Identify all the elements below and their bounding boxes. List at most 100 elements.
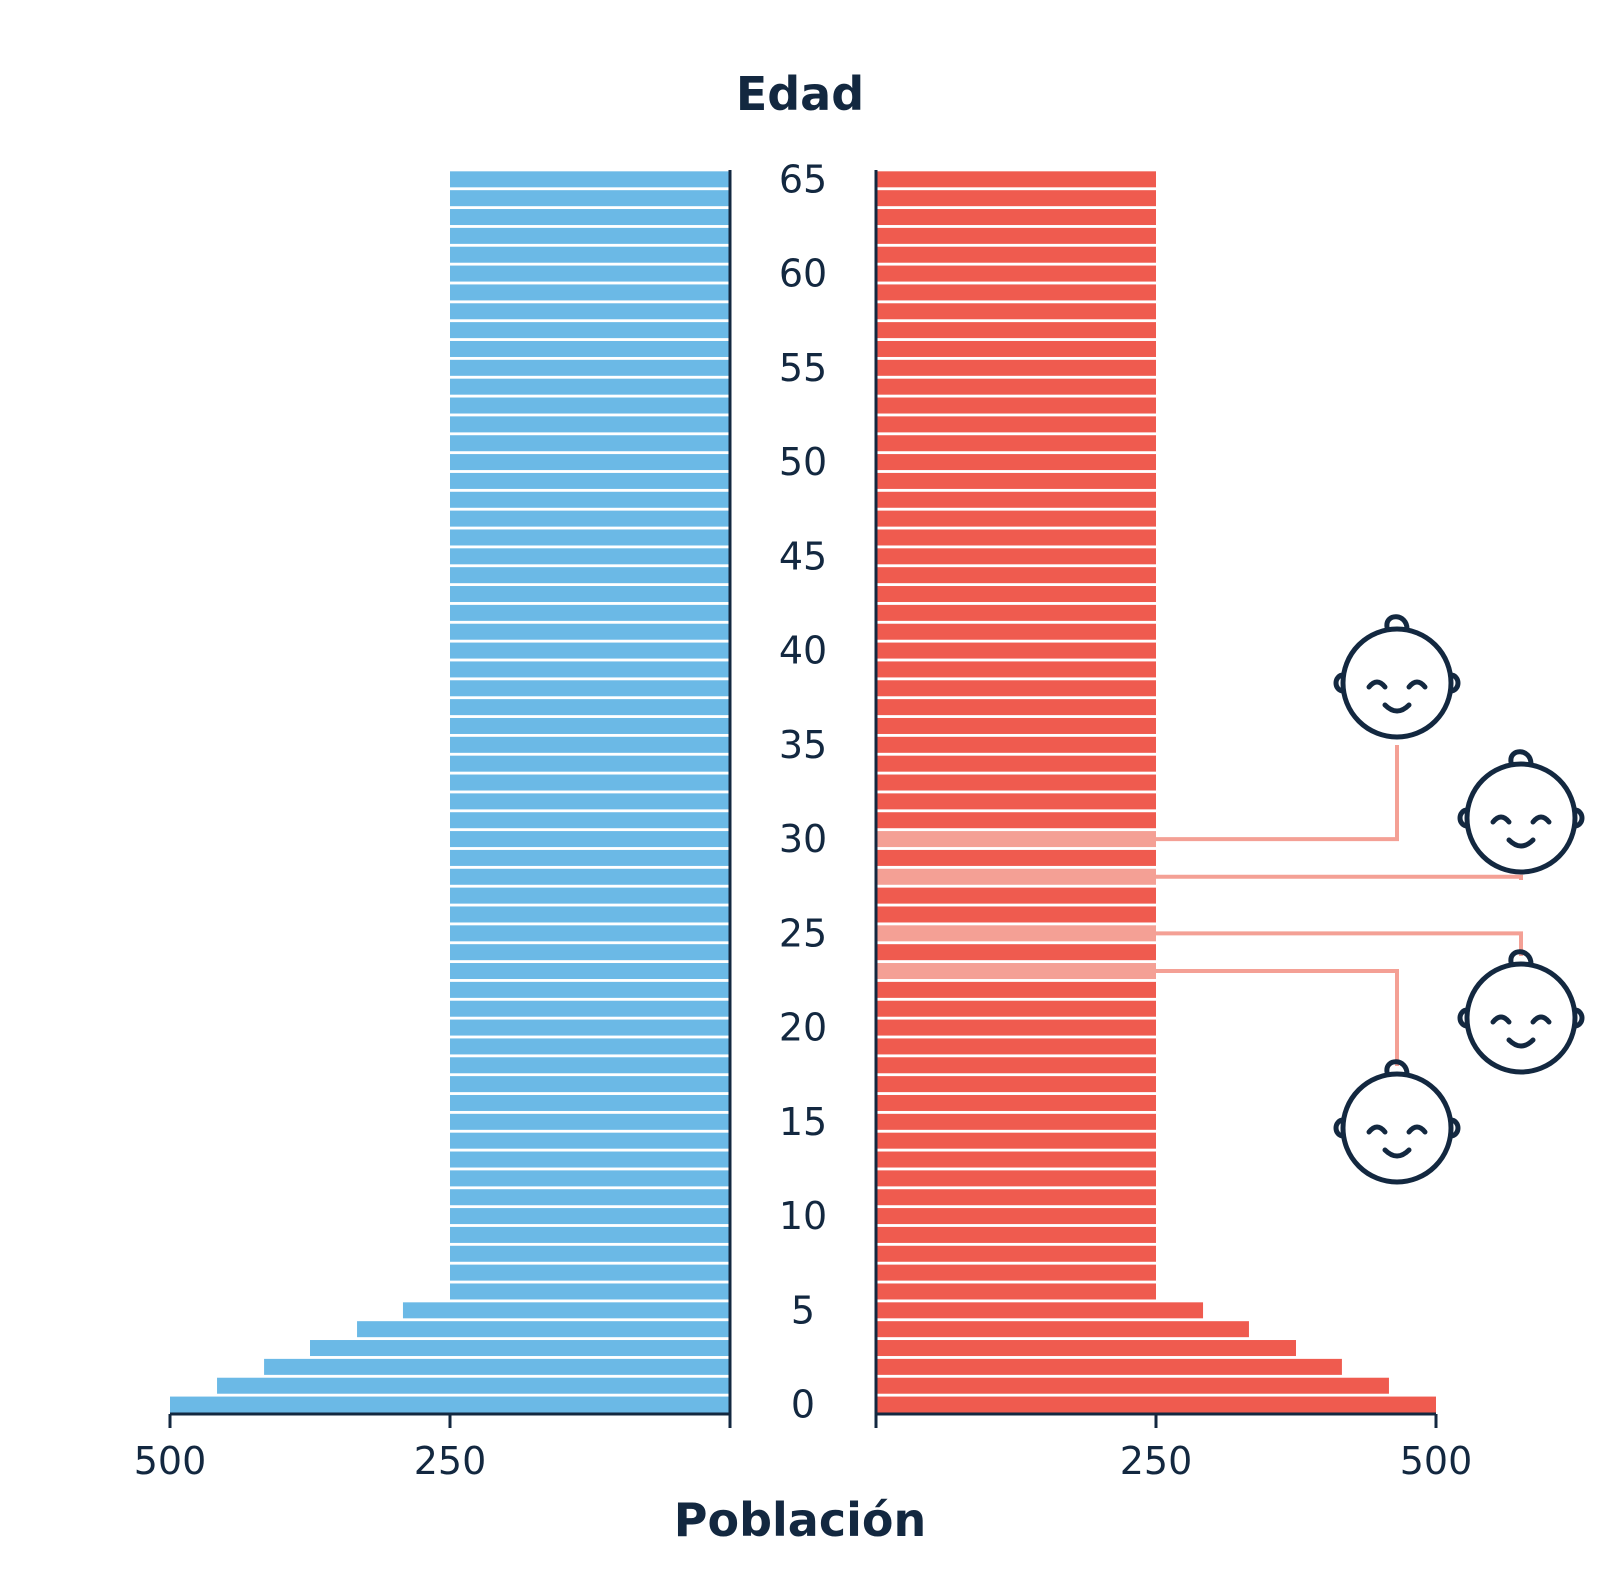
left-bar-age-62 — [450, 227, 730, 244]
right-bar-age-36 — [876, 717, 1156, 734]
right-bar-age-6 — [876, 1283, 1156, 1300]
x-tick-labels: 500 250 250 500 — [134, 1439, 1473, 1483]
left-bar-age-52 — [450, 416, 730, 433]
left-bar-age-53 — [450, 397, 730, 414]
right-bar-age-55 — [876, 359, 1156, 376]
x-axis-title: Población — [674, 1493, 926, 1547]
right-bar-age-46 — [876, 529, 1156, 546]
right-bar-age-54 — [876, 378, 1156, 395]
right-bar-age-1 — [876, 1377, 1389, 1394]
right-bar-age-12 — [876, 1170, 1156, 1187]
left-bar-age-60 — [450, 265, 730, 282]
right-bar-age-9 — [876, 1226, 1156, 1243]
left-bar-age-0 — [170, 1396, 730, 1413]
right-bar-age-40 — [876, 642, 1156, 659]
right-bar-age-5 — [876, 1302, 1204, 1319]
left-bar-age-19 — [450, 1038, 730, 1055]
right-bar-age-48 — [876, 491, 1156, 508]
left-bar-age-63 — [450, 209, 730, 226]
age-tick-0: 0 — [791, 1383, 815, 1427]
right-bar-age-52 — [876, 416, 1156, 433]
left-bar-age-36 — [450, 717, 730, 734]
left-bar-age-24 — [450, 944, 730, 961]
left-bar-age-28 — [450, 868, 730, 885]
left-bar-age-20 — [450, 1019, 730, 1036]
left-bar-age-33 — [450, 774, 730, 791]
left-bar-age-51 — [450, 435, 730, 452]
right-bar-age-19 — [876, 1038, 1156, 1055]
left-bar-age-47 — [450, 510, 730, 527]
right-bar-age-24 — [876, 944, 1156, 961]
left-bar-age-59 — [450, 284, 730, 301]
left-bar-age-4 — [357, 1321, 730, 1338]
left-bar-age-35 — [450, 736, 730, 753]
left-bar-age-31 — [450, 812, 730, 829]
right-bar-age-0 — [876, 1396, 1436, 1413]
left-bar-age-65 — [450, 171, 730, 188]
baby-face-icon — [1333, 614, 1461, 740]
left-bars — [170, 171, 731, 1413]
left-bar-age-40 — [450, 642, 730, 659]
left-bar-age-12 — [450, 1170, 730, 1187]
left-bar-age-30 — [450, 831, 730, 848]
left-bar-age-37 — [450, 699, 730, 716]
left-bar-age-50 — [450, 454, 730, 471]
right-bar-age-61 — [876, 246, 1156, 263]
age-tick-5: 5 — [791, 1288, 815, 1332]
left-bar-age-10 — [450, 1208, 730, 1225]
age-tick-55: 55 — [779, 346, 827, 390]
right-bar-age-10 — [876, 1208, 1156, 1225]
right-bar-age-44 — [876, 567, 1156, 584]
left-bar-age-56 — [450, 340, 730, 357]
left-bar-age-5 — [402, 1302, 730, 1319]
right-bar-age-22 — [876, 981, 1156, 998]
right-bar-age-14 — [876, 1132, 1156, 1149]
right-bar-age-8 — [876, 1245, 1156, 1262]
right-bar-age-64 — [876, 190, 1156, 207]
right-bar-age-62 — [876, 227, 1156, 244]
left-bar-age-17 — [450, 1076, 730, 1093]
left-bar-age-1 — [217, 1377, 731, 1394]
left-bar-age-61 — [450, 246, 730, 263]
left-x-500-label: 500 — [134, 1439, 207, 1483]
right-bar-age-63 — [876, 209, 1156, 226]
right-bar-age-53 — [876, 397, 1156, 414]
right-bar-age-32 — [876, 793, 1156, 810]
age-tick-30: 30 — [779, 817, 827, 861]
baby-face-icon — [1333, 1059, 1461, 1185]
right-bar-age-42 — [876, 604, 1156, 621]
right-bars — [876, 171, 1436, 1413]
right-bar-age-13 — [876, 1151, 1156, 1168]
right-bar-age-27 — [876, 887, 1156, 904]
left-bar-age-42 — [450, 604, 730, 621]
connector-age-28 — [1156, 874, 1523, 880]
left-bar-age-41 — [450, 623, 730, 640]
left-bar-age-29 — [450, 849, 730, 866]
right-x-250-label: 250 — [1120, 1439, 1193, 1483]
right-bar-age-21 — [876, 1000, 1156, 1017]
age-tick-35: 35 — [779, 723, 827, 767]
right-bar-age-2 — [876, 1358, 1342, 1375]
right-bar-age-25 — [876, 925, 1156, 942]
left-bar-age-44 — [450, 567, 730, 584]
left-bar-age-27 — [450, 887, 730, 904]
right-bar-age-59 — [876, 284, 1156, 301]
right-bar-age-37 — [876, 699, 1156, 716]
age-tick-60: 60 — [779, 252, 827, 296]
axes — [168, 170, 1438, 1428]
left-bar-age-16 — [450, 1094, 730, 1111]
right-bar-age-38 — [876, 680, 1156, 697]
left-bar-age-38 — [450, 680, 730, 697]
right-bar-age-30 — [876, 831, 1156, 848]
right-bar-age-47 — [876, 510, 1156, 527]
right-bar-age-33 — [876, 774, 1156, 791]
left-bar-age-45 — [450, 548, 730, 565]
right-bar-age-18 — [876, 1057, 1156, 1074]
left-bar-age-49 — [450, 472, 730, 489]
right-bar-age-43 — [876, 586, 1156, 603]
baby-face-icon — [1457, 749, 1585, 875]
connector-age-30 — [1156, 745, 1399, 842]
left-bar-age-48 — [450, 491, 730, 508]
right-bar-age-35 — [876, 736, 1156, 753]
